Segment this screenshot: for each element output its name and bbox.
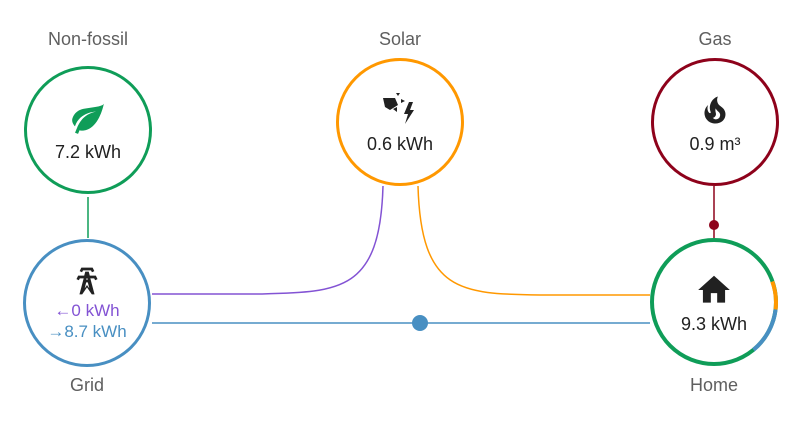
gas-value: 0.9 m³	[689, 133, 741, 154]
nonfossil-node[interactable]: 7.2 kWh	[24, 66, 152, 194]
solar-node[interactable]: 0.6 kWh	[336, 58, 464, 186]
fire-icon	[695, 90, 735, 130]
solar-label: Solar	[378, 29, 422, 49]
home-ring-grid-segment	[752, 309, 778, 352]
solar-grid-flow	[152, 185, 384, 295]
transmission-tower-icon	[67, 264, 107, 298]
arrow-left-icon: ←	[54, 301, 72, 320]
solar-power-icon	[380, 90, 420, 130]
solar-home-flow	[417, 185, 650, 296]
nonfossil-value: 7.2 kWh	[54, 141, 122, 162]
home-label: Home	[689, 375, 738, 395]
gas-label: Gas	[698, 29, 732, 49]
grid-consumption-value: 8.7 kWh	[64, 322, 127, 341]
nonfossil-label: Non-fossil	[47, 29, 129, 49]
home-value: 9.3 kWh	[680, 313, 748, 334]
home-ring-solar-segment	[770, 280, 778, 310]
grid-consumption-line: →8.7 kWh	[47, 321, 126, 342]
gas-flow-dot	[709, 220, 719, 230]
grid-node[interactable]: ←0 kWh →8.7 kWh	[23, 239, 151, 367]
arrow-right-icon: →	[47, 322, 65, 341]
grid-return-value: 0 kWh	[71, 301, 120, 320]
grid-flow-dot	[412, 315, 428, 331]
home-consumption-ring	[650, 238, 778, 366]
leaf-icon	[68, 98, 108, 138]
grid-return-line: ←0 kWh	[54, 300, 119, 321]
home-icon	[694, 270, 734, 310]
solar-value: 0.6 kWh	[366, 133, 434, 154]
gas-node[interactable]: 0.9 m³	[651, 58, 779, 186]
grid-label: Grid	[69, 375, 104, 395]
home-node[interactable]: 9.3 kWh	[650, 238, 778, 366]
